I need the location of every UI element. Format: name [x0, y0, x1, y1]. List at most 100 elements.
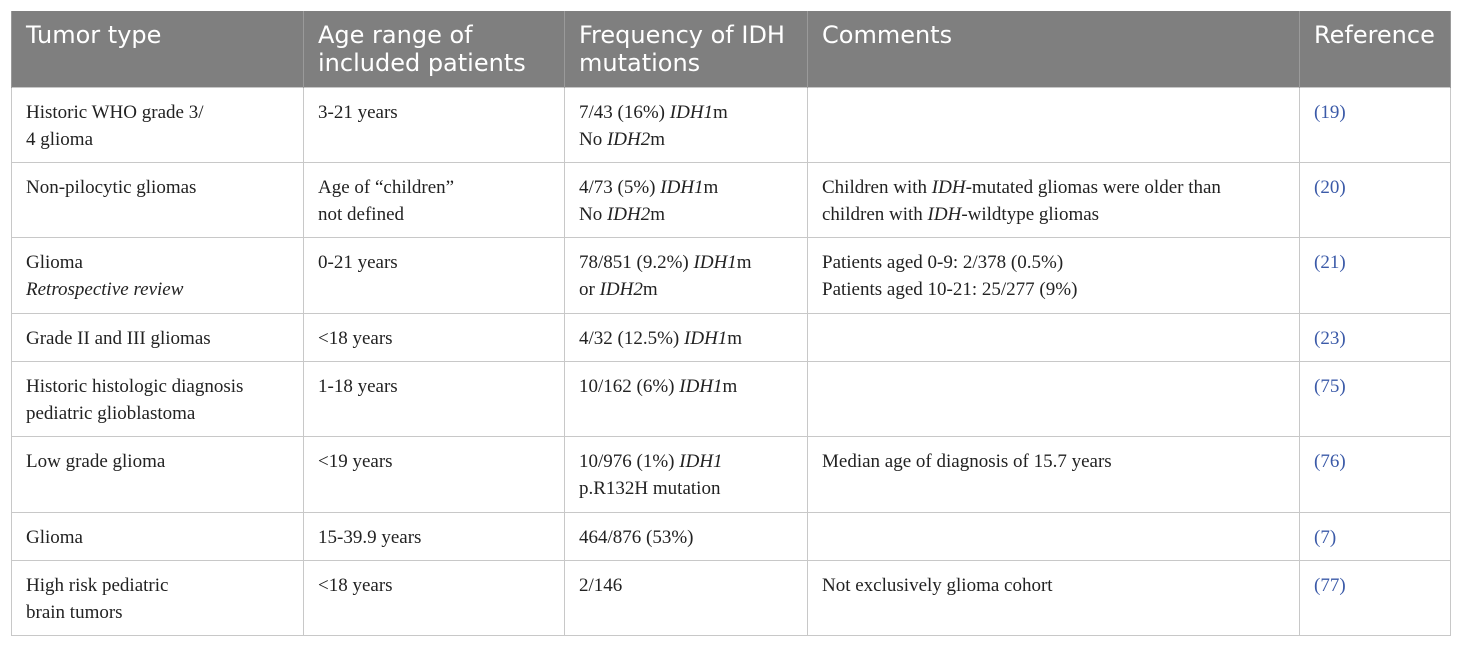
header-frequency: Frequency of IDH mutations — [564, 11, 808, 88]
tumor-type-line: Low grade glioma — [26, 451, 166, 472]
comment-line: Patients aged 0-9: 2/378 (0.5%) — [822, 249, 1285, 276]
tumor-type-line: High risk pediatric — [26, 575, 169, 596]
text-segment: No — [579, 204, 607, 225]
cell-reference: (23) — [1299, 313, 1451, 362]
text-segment: m — [650, 129, 666, 150]
age-range-line: Age of “children” — [318, 177, 455, 198]
cell-comments: Not exclusively glioma cohort — [807, 560, 1300, 636]
frequency-line: 78/851 (9.2%) IDH1m — [579, 249, 793, 276]
reference-link[interactable]: 23 — [1320, 328, 1340, 349]
age-range-line: 15-39.9 years — [318, 527, 422, 548]
cell-reference: (7) — [1299, 512, 1451, 561]
text-segment: 78/851 (9.2%) — [579, 252, 694, 273]
cell-tumor-type: Glioma — [11, 512, 304, 561]
comment-line: Not exclusively glioma cohort — [822, 572, 1285, 599]
age-range-line: <18 years — [318, 328, 393, 349]
comment-line: Patients aged 10-21: 25/277 (9%) — [822, 276, 1285, 303]
cell-tumor-type: Historic WHO grade 3/4 glioma — [11, 87, 304, 163]
text-segment: m — [727, 328, 743, 349]
cell-tumor-type: Grade II and III gliomas — [11, 313, 304, 362]
reference-link[interactable]: 7 — [1320, 527, 1330, 548]
text-segment: 2/146 — [579, 575, 623, 596]
text-segment: Patients aged 10-21: 25/277 (9%) — [822, 279, 1078, 300]
reference-citation: (20) — [1314, 177, 1346, 198]
frequency-line: p.R132H mutation — [579, 475, 793, 502]
tumor-type-line: 4 glioma — [26, 129, 94, 150]
text-segment: -wildtype gliomas — [961, 204, 1100, 225]
italic-gene-name: IDH2 — [606, 129, 651, 150]
text-segment: m — [650, 204, 666, 225]
text-segment: m — [736, 252, 752, 273]
frequency-line: No IDH2m — [579, 126, 793, 153]
italic-gene-name: IDH1 — [684, 328, 728, 349]
cell-frequency: 10/976 (1%) IDH1 p.R132H mutation — [564, 436, 808, 513]
cell-frequency: 4/73 (5%) IDH1m No IDH2m — [564, 162, 808, 238]
cell-age-range: 1-18 years — [303, 361, 565, 437]
comment-line: Median age of diagnosis of 15.7 years — [822, 448, 1285, 475]
header-reference: Reference — [1299, 11, 1451, 88]
tumor-type-line: Historic WHO grade 3/ — [26, 102, 204, 123]
reference-citation: (76) — [1314, 451, 1346, 472]
frequency-line: 10/976 (1%) IDH1 — [579, 448, 793, 475]
text-segment: Not exclusively glioma cohort — [822, 575, 1053, 596]
frequency-line: 4/73 (5%) IDH1m — [579, 174, 793, 201]
text-segment: p.R132H mutation — [579, 478, 721, 499]
text-segment: children with — [822, 204, 928, 225]
header-tumor-type: Tumor type — [11, 11, 304, 88]
cell-tumor-type: Non-pilocytic gliomas — [11, 162, 304, 238]
cell-tumor-type: Low grade glioma — [11, 436, 304, 513]
cell-comments: Median age of diagnosis of 15.7 years — [807, 436, 1300, 513]
cell-comments — [807, 87, 1300, 163]
reference-link[interactable]: 19 — [1320, 102, 1340, 123]
table-row: Grade II and III gliomas <18 years 4/32 (1… — [11, 313, 1451, 362]
age-range-line: 1-18 years — [318, 376, 398, 397]
reference-link[interactable]: 77 — [1320, 575, 1340, 596]
frequency-line: 4/32 (12.5%) IDH1m — [579, 325, 793, 352]
reference-link[interactable]: 76 — [1320, 451, 1340, 472]
text-segment: 10/162 (6%) — [579, 376, 680, 397]
cell-age-range: 0-21 years — [303, 237, 565, 314]
cell-tumor-type: Glioma Retrospective review — [11, 237, 304, 314]
cell-comments: Children with IDH-mutated gliomas were o… — [807, 162, 1300, 238]
text-segment: Median age of diagnosis of 15.7 years — [822, 451, 1112, 472]
text-segment: or — [579, 279, 600, 300]
cell-frequency: 78/851 (9.2%) IDH1m or IDH2 m — [564, 237, 808, 314]
reference-link[interactable]: 21 — [1320, 252, 1340, 273]
reference-citation: (21) — [1314, 252, 1346, 273]
italic-gene-name: IDH1 — [669, 102, 714, 123]
text-segment: 4/73 (5%) — [579, 177, 661, 198]
cell-age-range: 3-21 years — [303, 87, 565, 163]
header-row: Tumor type Age range of included patient… — [11, 11, 1451, 88]
text-segment: 10/976 (1%) — [579, 451, 680, 472]
age-range-line: not defined — [318, 204, 405, 225]
cell-tumor-type: High risk pediatric brain tumors — [11, 560, 304, 636]
tumor-type-line: Historic histologic diagnosis — [26, 376, 244, 397]
frequency-line: 7/43 (16%) IDH1m — [579, 99, 793, 126]
cell-reference: (21) — [1299, 237, 1451, 314]
cell-comments: Patients aged 0-9: 2/378 (0.5%) Patients … — [807, 237, 1300, 314]
header-age-range: Age range of included patients — [303, 11, 565, 88]
table-row: Historic WHO grade 3/4 glioma 3-21 years 7… — [11, 87, 1451, 163]
reference-link[interactable]: 75 — [1320, 376, 1340, 397]
comment-line: Children with IDH-mutated gliomas were o… — [822, 174, 1285, 201]
cell-comments — [807, 512, 1300, 561]
reference-link[interactable]: 20 — [1320, 177, 1340, 198]
italic-gene-name: IDH2 — [599, 279, 643, 300]
cell-age-range: <18 years — [303, 560, 565, 636]
cell-age-range: <18 years — [303, 313, 565, 362]
cell-frequency: 464/876 (53%) — [564, 512, 808, 561]
cell-reference: (75) — [1299, 361, 1451, 437]
text-segment: m — [722, 376, 738, 397]
table-row: Glioma Retrospective review 0-21 years 78/8… — [11, 237, 1451, 314]
text-segment: No — [579, 129, 607, 150]
text-segment: Children with — [822, 177, 932, 198]
cell-age-range: Age of “children” not defined — [303, 162, 565, 238]
table-body: Historic WHO grade 3/4 glioma 3-21 years 7… — [11, 87, 1451, 636]
cell-reference: (76) — [1299, 436, 1451, 513]
italic-gene-name: IDH1 — [679, 376, 723, 397]
frequency-line: 2/146 — [579, 572, 793, 599]
cell-tumor-type: Historic histologic diagnosis pediatric g… — [11, 361, 304, 437]
frequency-line: 464/876 (53%) — [579, 524, 793, 551]
text-segment: m — [713, 102, 728, 123]
frequency-line: No IDH2m — [579, 201, 793, 228]
